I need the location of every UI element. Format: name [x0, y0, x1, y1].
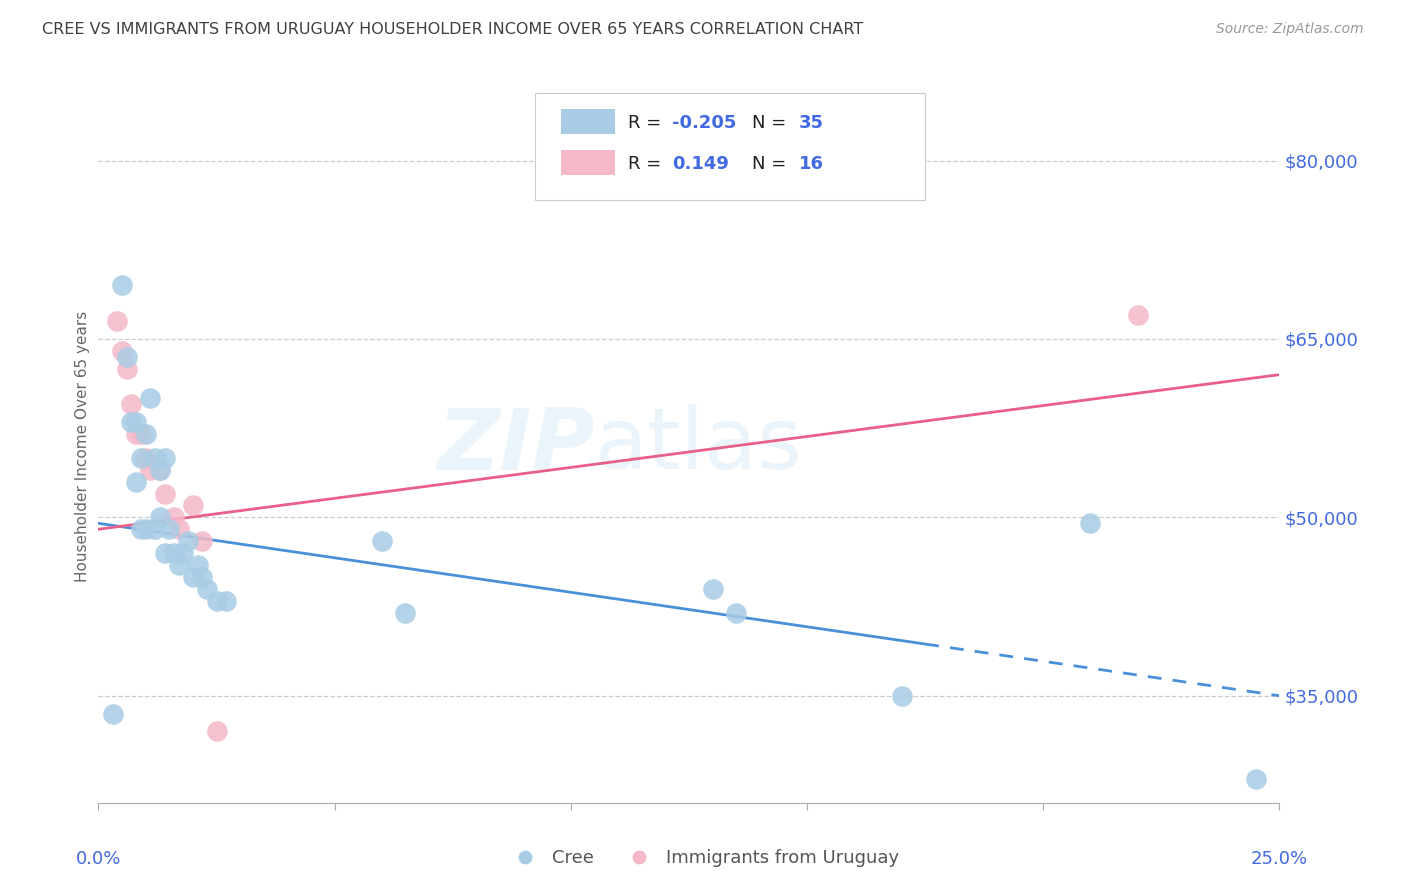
Point: [125, 475, 148, 489]
Point: [111, 278, 134, 293]
Point: [1244, 772, 1267, 786]
Point: [181, 499, 204, 513]
Point: [105, 314, 128, 328]
Y-axis label: Householder Income Over 65 years: Householder Income Over 65 years: [75, 310, 90, 582]
Point: [394, 606, 416, 620]
Point: [129, 522, 152, 536]
Point: [139, 392, 162, 406]
Bar: [561, 109, 614, 134]
Point: [139, 463, 162, 477]
Point: [371, 534, 394, 549]
Text: 0.149: 0.149: [672, 155, 730, 173]
Text: N =: N =: [752, 155, 792, 173]
Point: [111, 343, 134, 358]
Point: [149, 463, 172, 477]
Point: [177, 534, 200, 549]
Point: [149, 463, 172, 477]
Point: [191, 570, 214, 584]
Text: R =: R =: [627, 155, 672, 173]
Point: [181, 570, 204, 584]
Point: [890, 689, 912, 703]
Point: [121, 397, 143, 411]
Point: [143, 522, 166, 536]
Text: 0.0%: 0.0%: [76, 850, 121, 869]
Point: [149, 510, 172, 524]
Text: R =: R =: [627, 114, 666, 132]
Point: [135, 522, 157, 536]
Point: [205, 593, 228, 607]
Point: [125, 415, 148, 429]
Legend: Cree, Immigrants from Uruguay: Cree, Immigrants from Uruguay: [499, 842, 907, 874]
Point: [215, 593, 238, 607]
Point: [115, 350, 138, 364]
Text: 25.0%: 25.0%: [1251, 850, 1308, 869]
Point: [129, 450, 152, 465]
Text: 16: 16: [799, 155, 824, 173]
Point: [1080, 516, 1102, 531]
Point: [101, 706, 124, 721]
Text: -0.205: -0.205: [672, 114, 737, 132]
FancyBboxPatch shape: [536, 93, 925, 200]
Bar: [561, 150, 614, 175]
Point: [135, 450, 157, 465]
Point: [153, 546, 176, 560]
Point: [191, 534, 214, 549]
Text: N =: N =: [752, 114, 792, 132]
Point: [167, 522, 190, 536]
Text: CREE VS IMMIGRANTS FROM URUGUAY HOUSEHOLDER INCOME OVER 65 YEARS CORRELATION CHA: CREE VS IMMIGRANTS FROM URUGUAY HOUSEHOL…: [42, 22, 863, 37]
Point: [153, 450, 176, 465]
Point: [143, 450, 166, 465]
Point: [135, 427, 157, 442]
Point: [195, 582, 218, 596]
Point: [121, 415, 143, 429]
Point: [163, 510, 186, 524]
Point: [1126, 308, 1149, 322]
Point: [129, 427, 152, 442]
Point: [725, 606, 748, 620]
Point: [125, 427, 148, 442]
Text: atlas: atlas: [595, 404, 803, 488]
Text: Source: ZipAtlas.com: Source: ZipAtlas.com: [1216, 22, 1364, 37]
Text: ZIP: ZIP: [437, 404, 595, 488]
Point: [187, 558, 209, 572]
Point: [167, 558, 190, 572]
Text: 35: 35: [799, 114, 824, 132]
Point: [163, 546, 186, 560]
Point: [205, 724, 228, 739]
Point: [115, 361, 138, 376]
Point: [702, 582, 724, 596]
Point: [153, 486, 176, 500]
Point: [172, 546, 194, 560]
Point: [157, 522, 180, 536]
